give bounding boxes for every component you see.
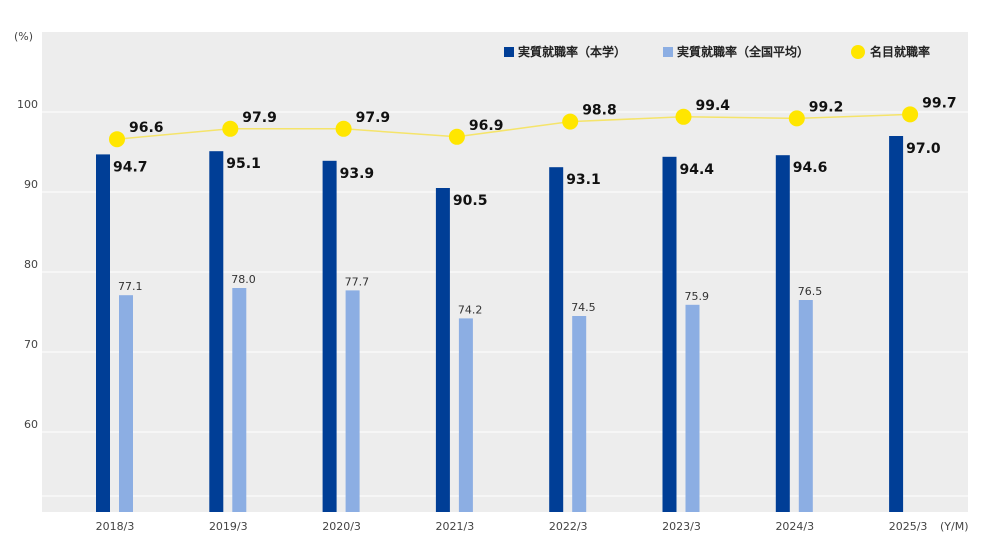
nominal-point-2024/3 — [788, 110, 805, 127]
x-tick-2024/3: 2024/3 — [775, 520, 814, 533]
x-tick-2022/3: 2022/3 — [549, 520, 588, 533]
label-main-2025/3: 97.0 — [906, 141, 941, 157]
label-nominal-2020/3: 97.9 — [356, 110, 391, 126]
label-nominal-2022/3: 98.8 — [582, 103, 617, 119]
label-main-2020/3: 93.9 — [340, 166, 375, 182]
y-tick-60: 60 — [24, 418, 38, 431]
x-tick-2019/3: 2019/3 — [209, 520, 248, 533]
label-main-2019/3: 95.1 — [226, 156, 261, 172]
bar-main-2020/3 — [322, 160, 337, 513]
nominal-rate-line: 96.6 97.9 97.9 96.9 98.8 99.4 99.2 99.7 — [109, 95, 957, 148]
x-tick-2020/3: 2020/3 — [322, 520, 361, 533]
label-nominal-2021/3: 96.9 — [469, 118, 504, 134]
bar-national-2021/3 — [458, 318, 473, 512]
y-axis-unit: (%) — [14, 30, 33, 43]
bar-national-2019/3 — [232, 288, 247, 512]
grid-lines — [42, 111, 968, 497]
label-nominal-2019/3: 97.9 — [242, 110, 277, 126]
bar-national-2020/3 — [345, 290, 360, 512]
label-main-2022/3: 93.1 — [566, 172, 601, 188]
nominal-point-2020/3 — [335, 120, 352, 137]
y-tick-70: 70 — [24, 338, 38, 351]
label-nominal-2025/3: 99.7 — [922, 95, 957, 111]
bar-main-2019/3 — [209, 151, 224, 512]
label-national-2024/3: 76.5 — [798, 285, 823, 298]
nominal-point-2019/3 — [222, 120, 239, 137]
nominal-point-2021/3 — [448, 128, 465, 145]
bar-national-2024/3 — [798, 300, 813, 512]
label-main-2023/3: 94.4 — [680, 162, 715, 178]
bar-main-2023/3 — [662, 156, 677, 513]
label-main-2018/3: 94.7 — [113, 159, 148, 175]
label-national-2020/3: 77.7 — [345, 275, 370, 288]
legend-swatch-nominal — [851, 45, 865, 59]
nominal-point-2023/3 — [675, 108, 692, 125]
label-main-2021/3: 90.5 — [453, 193, 488, 209]
legend-swatch-national — [663, 47, 673, 57]
nominal-point-2025/3 — [902, 106, 919, 123]
x-tick-2018/3: 2018/3 — [96, 520, 135, 533]
bar-national-2022/3 — [572, 316, 587, 512]
label-nominal-2023/3: 99.4 — [696, 98, 731, 114]
x-axis-ticks: 2018/3 2019/3 2020/3 2021/3 2022/3 2023/3 2024… — [96, 520, 928, 533]
legend-label-nominal: 名目就職率 — [870, 44, 930, 59]
label-national-2023/3: 75.9 — [685, 290, 710, 303]
bars: 94.7 77.1 95.1 78.0 93.9 77.7 90.5 74.2 93.1 74.5… — [96, 136, 941, 513]
bar-main-2022/3 — [549, 167, 564, 512]
nominal-point-2022/3 — [562, 113, 579, 130]
y-tick-80: 80 — [24, 258, 38, 271]
bar-main-2018/3 — [96, 154, 110, 512]
bar-national-2023/3 — [685, 304, 700, 512]
label-national-2021/3: 74.2 — [458, 303, 483, 316]
bar-main-2025/3 — [889, 136, 904, 512]
label-national-2022/3: 74.5 — [571, 301, 596, 314]
nominal-line-path — [116, 113, 911, 140]
legend-swatch-main — [504, 47, 514, 57]
label-nominal-2018/3: 96.6 — [129, 120, 164, 136]
label-main-2024/3: 94.6 — [793, 160, 828, 176]
y-tick-100: 100 — [17, 98, 38, 111]
legend: 実質就職率（本学） 実質就職率（全国平均） 名目就職率 — [504, 44, 930, 59]
bar-main-2021/3 — [435, 188, 450, 512]
y-tick-90: 90 — [24, 178, 38, 191]
label-nominal-2024/3: 99.2 — [809, 99, 844, 115]
x-tick-2025/3: 2025/3 — [889, 520, 928, 533]
legend-label-main: 実質就職率（本学） — [518, 44, 626, 59]
legend-label-national: 実質就職率（全国平均） — [677, 44, 809, 59]
label-national-2018/3: 77.1 — [118, 280, 143, 293]
x-tick-2021/3: 2021/3 — [436, 520, 475, 533]
bar-national-2018/3 — [119, 295, 133, 512]
x-axis-unit: (Y/M) — [940, 520, 969, 533]
y-axis-ticks: 60 70 80 90 100 — [17, 98, 38, 431]
label-national-2019/3: 78.0 — [231, 273, 256, 286]
nominal-point-2018/3 — [109, 131, 125, 148]
bar-main-2024/3 — [775, 155, 790, 512]
x-tick-2023/3: 2023/3 — [662, 520, 701, 533]
